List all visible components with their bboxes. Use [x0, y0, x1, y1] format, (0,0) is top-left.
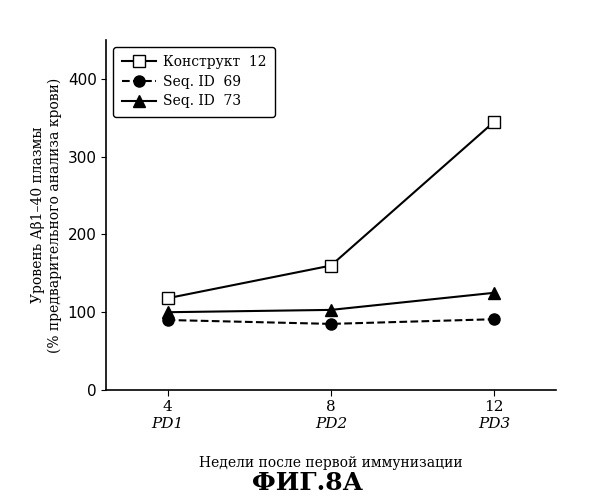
Text: PD3: PD3 — [478, 418, 511, 432]
Конструкт  12 — [327, 262, 335, 268]
Seq. ID  69 — [164, 317, 171, 323]
Seq. ID  69 — [491, 316, 498, 322]
Legend: Конструкт  12, Seq. ID  69, Seq. ID  73: Конструкт 12, Seq. ID 69, Seq. ID 73 — [113, 47, 275, 116]
Y-axis label: Уровень Aβ1–40 плазмы
(% предварительного анализа крови): Уровень Aβ1–40 плазмы (% предварительног… — [31, 78, 62, 352]
Text: ФИГ.8А: ФИГ.8А — [252, 471, 363, 495]
Конструкт  12 — [491, 118, 498, 124]
X-axis label: Недели после первой иммунизации: Недели после первой иммунизации — [199, 456, 463, 470]
Конструкт  12 — [164, 295, 171, 301]
Seq. ID  73 — [327, 307, 335, 313]
Seq. ID  73 — [491, 290, 498, 296]
Seq. ID  73 — [164, 309, 171, 315]
Text: PD2: PD2 — [315, 418, 347, 432]
Seq. ID  69 — [327, 321, 335, 327]
Line: Seq. ID  69: Seq. ID 69 — [162, 314, 500, 330]
Line: Seq. ID  73: Seq. ID 73 — [162, 287, 500, 318]
Text: PD1: PD1 — [151, 418, 184, 432]
Line: Конструкт  12: Конструкт 12 — [162, 116, 500, 304]
